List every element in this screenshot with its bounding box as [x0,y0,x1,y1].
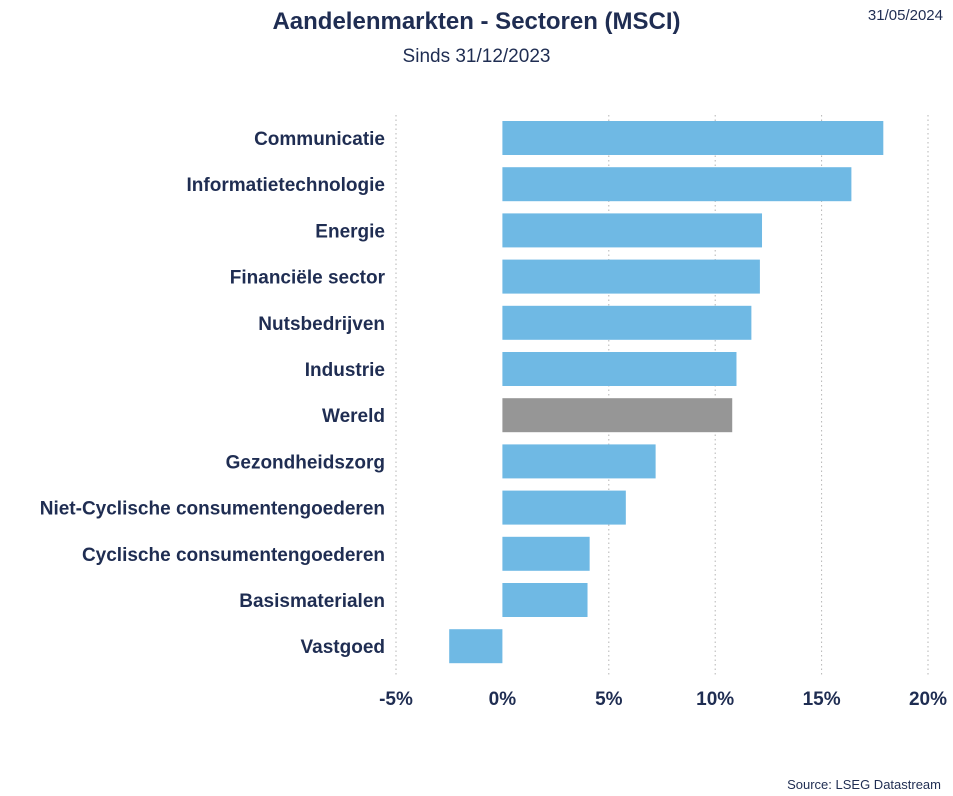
category-label: Informatietechnologie [187,175,385,196]
category-label: Vastgoed [301,637,385,658]
category-label: Basismaterialen [239,591,385,612]
x-tick-label: 0% [489,689,517,710]
bar-0 [502,121,884,155]
bar-10 [502,583,588,617]
x-tick-label: 15% [803,689,841,710]
date-stamp: 31/05/2024 [867,7,943,24]
bar-2 [502,213,763,248]
chart-title: Aandelenmarkten - Sectoren (MSCI) [272,8,681,35]
x-tick-label: 10% [696,689,734,710]
x-tick-label: 5% [595,689,623,710]
bar-3 [502,259,760,294]
bar-4 [502,305,752,340]
bar-5 [502,352,737,386]
chart-subtitle: Sinds 31/12/2023 [402,46,551,67]
category-label: Nutsbedrijven [258,314,385,335]
category-label: Niet-Cyclische consumentengoederen [40,499,385,520]
bar-7 [502,444,656,479]
bar-8 [502,490,626,525]
source-note: Source: LSEG Datastream [787,777,941,792]
bar-6 [502,398,733,433]
category-label: Industrie [305,360,385,381]
bar-chart: Communicatie Informatietechnologie Energie… [40,115,947,710]
x-tick-label: -5% [379,689,413,710]
category-label: Financiële sector [230,268,386,289]
category-label: Energie [315,221,385,242]
category-label: Wereld [322,406,385,427]
category-label: Communicatie [254,129,385,150]
bar-1 [502,167,852,202]
bar-9 [502,536,590,571]
x-tick-label: 20% [909,689,947,710]
category-label: Cyclische consumentengoederen [82,545,385,566]
bar-11 [449,629,503,664]
category-label: Gezondheidszorg [226,452,385,473]
